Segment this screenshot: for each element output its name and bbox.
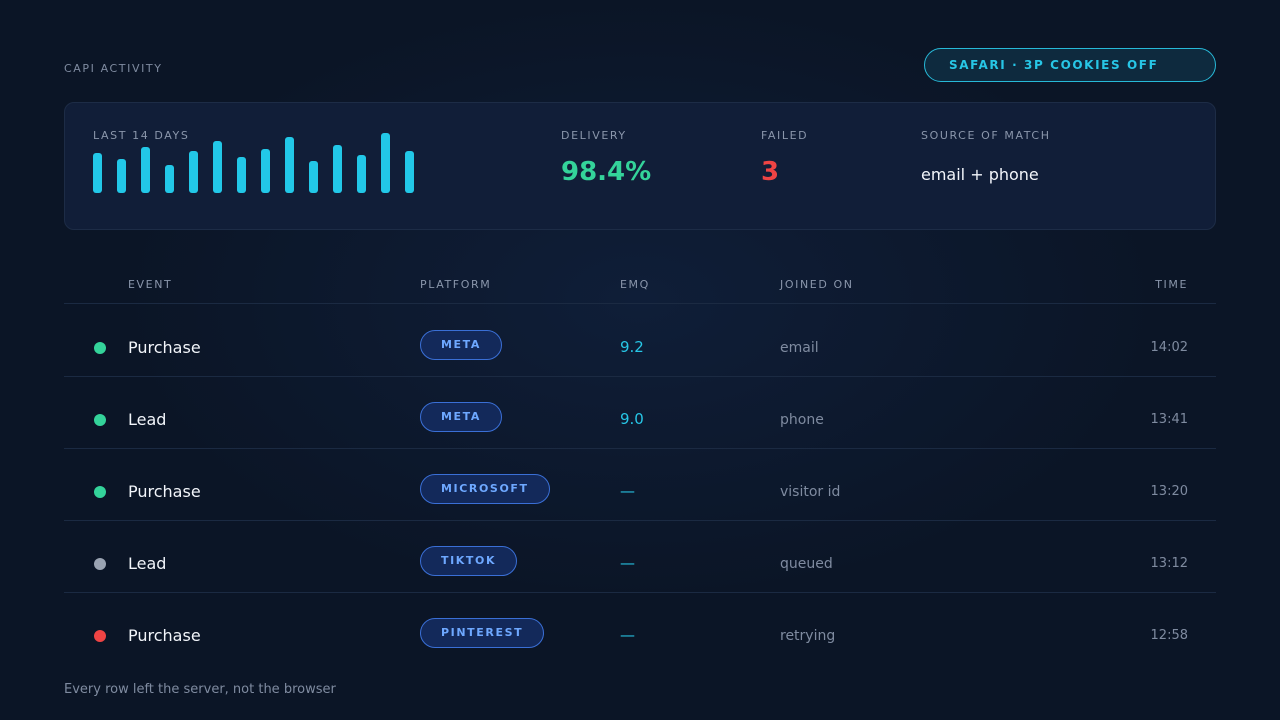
platform-badge: PINTEREST: [420, 618, 545, 648]
event-time: 12:58: [1150, 628, 1188, 643]
event-name: Lead: [128, 410, 167, 429]
spark-bar: [117, 159, 126, 193]
delivery-label: DELIVERY: [561, 129, 627, 142]
spark-bar: [309, 161, 318, 193]
safari-cookies-badge: SAFARI · 3P COOKIES OFF: [924, 48, 1216, 82]
joined-on-value: retrying: [780, 628, 836, 644]
spark-bar: [237, 157, 246, 193]
event-name: Purchase: [128, 338, 201, 357]
platform-badge: META: [420, 402, 503, 432]
event-name: Purchase: [128, 626, 201, 645]
spark-bar: [261, 149, 270, 193]
spark-bar: [381, 133, 390, 193]
emq-value: —: [620, 482, 635, 500]
table-row[interactable]: Purchase PINTEREST — retrying 12:58: [64, 592, 1216, 664]
spark-bar: [285, 137, 294, 193]
status-dot: [94, 558, 106, 570]
row-divider: [64, 592, 1216, 593]
status-dot: [94, 342, 106, 354]
col-header-platform[interactable]: PLATFORM: [420, 278, 492, 291]
row-divider: [64, 376, 1216, 377]
sparkline-chart: [93, 131, 423, 193]
footer-note: Every row left the server, not the brows…: [64, 682, 336, 697]
row-divider: [64, 448, 1216, 449]
emq-value: —: [620, 554, 635, 572]
range-label: LAST 14 DAYS: [93, 129, 190, 142]
page-title: CAPI ACTIVITY: [64, 62, 163, 75]
col-header-emq[interactable]: EMQ: [620, 278, 650, 291]
table-row[interactable]: Lead TIKTOK — queued 13:12: [64, 520, 1216, 592]
table-row[interactable]: Purchase MICROSOFT — visitor id 13:20: [64, 448, 1216, 520]
joined-on-value: phone: [780, 412, 824, 428]
spark-bar: [333, 145, 342, 193]
event-time: 13:20: [1150, 484, 1188, 499]
event-name: Purchase: [128, 482, 201, 501]
spark-bar: [93, 153, 102, 193]
platform-badge: MICROSOFT: [420, 474, 550, 504]
col-header-time[interactable]: TIME: [1155, 278, 1188, 291]
event-time: 14:02: [1150, 340, 1188, 355]
event-name: Lead: [128, 554, 167, 573]
event-time: 13:12: [1150, 556, 1188, 571]
platform-badge: TIKTOK: [420, 546, 518, 576]
spark-bar: [405, 151, 414, 193]
col-header-event[interactable]: EVENT: [128, 278, 173, 291]
spark-bar: [213, 141, 222, 193]
spark-bar: [357, 155, 366, 193]
spark-bar: [189, 151, 198, 193]
emq-value: —: [620, 626, 635, 644]
table-row[interactable]: Lead META 9.0 phone 13:41: [64, 376, 1216, 448]
status-dot: [94, 414, 106, 426]
spark-bar: [141, 147, 150, 193]
failed-label: FAILED: [761, 129, 809, 142]
col-header-joined[interactable]: JOINED ON: [780, 278, 854, 291]
source-value: email + phone: [921, 165, 1039, 184]
emq-value: 9.2: [620, 338, 644, 356]
platform-badge: META: [420, 330, 503, 360]
source-label: SOURCE OF MATCH: [921, 129, 1051, 142]
joined-on-value: email: [780, 340, 819, 356]
event-time: 13:41: [1150, 412, 1188, 427]
joined-on-value: queued: [780, 556, 833, 572]
joined-on-value: visitor id: [780, 484, 841, 500]
failed-value: 3: [761, 157, 780, 187]
status-dot: [94, 630, 106, 642]
status-dot: [94, 486, 106, 498]
row-divider: [64, 520, 1216, 521]
spark-bar: [165, 165, 174, 193]
summary-card: LAST 14 DAYS DELIVERY 98.4% FAILED 3 SOU…: [64, 102, 1216, 230]
emq-value: 9.0: [620, 410, 644, 428]
header-divider: [64, 303, 1216, 304]
delivery-value: 98.4%: [561, 157, 652, 187]
table-row[interactable]: Purchase META 9.2 email 14:02: [64, 304, 1216, 376]
